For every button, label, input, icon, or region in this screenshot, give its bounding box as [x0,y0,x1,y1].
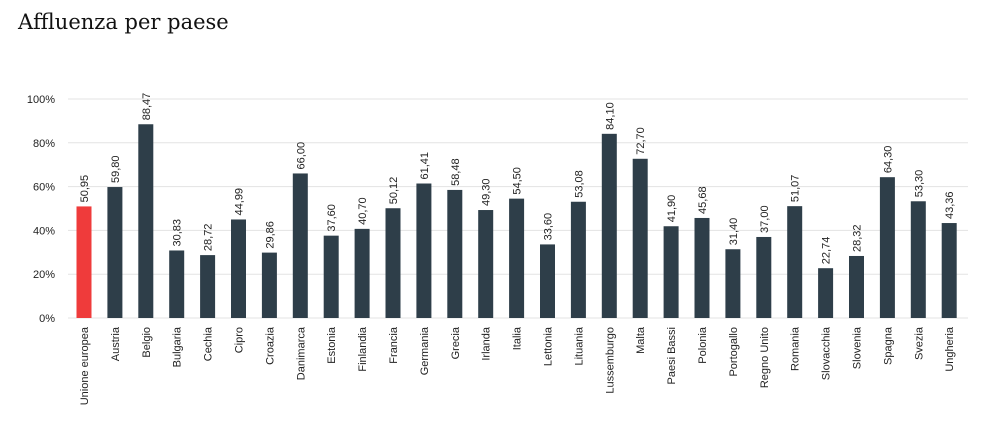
x-tick-label: Italia [512,326,524,350]
data-label: 54,50 [512,167,524,195]
y-tick-label: 80% [33,138,55,150]
data-label: 43,36 [944,192,956,220]
bar-cechia [200,255,216,318]
bar-svezia [910,201,926,318]
x-tick-label: Francia [388,326,400,364]
y-tick-label: 100% [27,94,55,106]
bar-cipro [231,219,246,318]
x-tick-label: Croazia [264,326,276,365]
x-tick-label: Lussemburgo [604,327,616,394]
x-tick-label: Lettonia [543,326,555,366]
data-label: 33,60 [543,213,555,241]
x-tick-label: Portogallo [728,327,740,377]
data-label: 53,30 [913,170,925,198]
data-label: 37,00 [759,205,771,233]
bar-belgio [138,124,154,318]
x-tick-label: Regno Unito [759,327,771,388]
x-tick-label: Spagna [882,326,894,365]
data-label: 66,00 [295,142,307,170]
x-tick-label: Estonia [326,326,338,364]
data-label: 22,74 [821,237,833,265]
x-tick-label: Slovenia [852,326,864,369]
x-tick-label: Svezia [913,326,925,360]
bar-romania [787,206,803,318]
bar-croazia [261,252,277,318]
x-tick-label: Irlanda [481,326,493,361]
bar-portogallo [725,249,741,318]
bar-ungheria [941,223,957,318]
data-label: 28,72 [203,224,215,252]
x-tick-label: Germania [419,326,431,375]
x-tick-label: Finlandia [357,326,369,372]
data-label: 84,10 [604,102,616,130]
bar-lituania [570,201,586,318]
data-label: 40,70 [357,197,369,225]
bar-danimarca [292,173,308,318]
y-tick-label: 20% [33,269,55,281]
data-label: 53,08 [573,170,585,198]
data-label: 49,30 [481,179,493,207]
bar-irlanda [478,210,494,318]
x-tick-label: Cechia [203,326,215,361]
data-label: 72,70 [635,127,647,155]
bars-layer [76,124,957,318]
x-tick-label: Cipro [234,327,246,353]
data-label: 50,12 [388,177,400,205]
data-label: 50,95 [79,175,91,203]
bar-grecia [447,189,463,318]
y-tick-label: 60% [33,182,55,194]
bar-bulgaria [169,250,185,318]
bar-francia [385,208,401,318]
bar-spagna [879,177,895,318]
bar-paesi-bassi [663,226,679,318]
x-tick-label: Unione europea [79,326,91,405]
bar-regno-unito [756,236,772,318]
x-tick-label: Lituania [573,326,585,365]
bar-unione-europea [76,206,92,318]
data-label: 41,90 [666,195,678,223]
data-label: 37,60 [326,204,338,232]
data-label: 28,32 [852,224,864,252]
bar-estonia [323,235,339,318]
x-tick-label: Belgio [141,327,153,358]
data-label: 30,83 [172,219,184,247]
data-label: 44,99 [234,188,246,216]
data-label: 51,07 [790,175,802,203]
x-tick-label: Ungheria [944,326,956,372]
data-label: 31,40 [728,218,740,246]
data-label: 45,68 [697,186,709,214]
bar-italia [509,198,525,318]
x-tick-label: Bulgaria [172,326,184,367]
data-label: 29,86 [264,221,276,249]
data-label: 88,47 [141,93,153,121]
bar-germania [416,183,432,318]
bar-lussemburgo [601,133,617,318]
x-tick-label: Danimarca [295,326,307,380]
bar-finlandia [354,228,370,318]
labels-layer: 0% 20% 40% 60% 80% 100% 50,95 Unione europea 59,… [27,93,956,406]
bar-slovenia [849,255,864,318]
x-tick-label: Grecia [450,326,462,359]
data-label: 64,30 [882,146,894,174]
x-tick-label: Romania [790,326,802,371]
bar-slovacchia [818,268,834,318]
x-tick-label: Slovacchia [821,326,833,380]
bar-polonia [694,217,710,318]
x-tick-label: Paesi Bassi [666,327,678,384]
x-tick-label: Polonia [697,326,709,364]
data-label: 58,48 [450,158,462,186]
page-title: Affluenza per paese [18,10,229,34]
x-tick-label: Malta [635,326,647,354]
data-label: 61,41 [419,152,431,180]
x-tick-label: Austria [110,326,122,361]
bar-austria [107,187,123,318]
y-tick-label: 0% [39,313,55,325]
bar-lettonia [540,244,555,318]
y-tick-label: 40% [33,225,55,237]
bar-malta [632,158,648,318]
data-label: 59,80 [110,156,122,184]
